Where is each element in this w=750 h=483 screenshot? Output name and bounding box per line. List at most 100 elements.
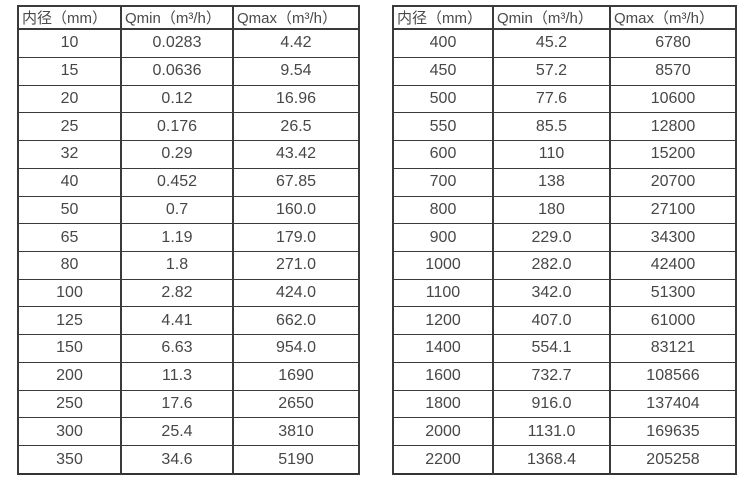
- table-cell: 17.6: [120, 389, 234, 419]
- table-cell: 110: [492, 140, 611, 169]
- table-cell: 0.176: [120, 112, 234, 142]
- table-cell: 4.42: [232, 28, 360, 58]
- table-cell: 300: [17, 417, 122, 446]
- table-cell: 0.29: [120, 140, 234, 169]
- table-cell: 169635: [609, 417, 737, 446]
- table-cell: 10600: [609, 84, 737, 114]
- table-cell: 137404: [609, 389, 737, 419]
- table-row: 10 0.0283 4.42: [17, 28, 360, 58]
- column-header: 内径（mm）: [392, 5, 494, 30]
- table-cell: 2.82: [120, 278, 234, 308]
- table-cell: 282.0: [492, 250, 611, 280]
- table-cell: 27100: [609, 195, 737, 225]
- table-cell: 50: [17, 195, 122, 225]
- table-cell: 25: [17, 112, 122, 142]
- table-cell: 15: [17, 56, 122, 86]
- table-cell: 180: [492, 195, 611, 225]
- table-cell: 34300: [609, 223, 737, 252]
- table-row: 50 0.7 160.0: [17, 195, 360, 225]
- table-cell: 1200: [392, 306, 494, 336]
- table-cell: 424.0: [232, 278, 360, 308]
- table-cell: 138: [492, 167, 611, 197]
- table-cell: 65: [17, 223, 122, 252]
- table-cell: 2000: [392, 417, 494, 446]
- table-cell: 1400: [392, 334, 494, 363]
- column-header: Qmin（m³/h）: [120, 5, 234, 30]
- table-body: 10 0.0283 4.42 15 0.0636 9.54 20 0.12 16.96 25 0.1…: [17, 28, 360, 475]
- table-row: 900 229.0 34300: [392, 223, 737, 252]
- table-cell: 80: [17, 250, 122, 280]
- table-body: 400 45.2 6780 450 57.2 8570 500 77.6 10600 550 85.…: [392, 28, 737, 475]
- table-cell: 1100: [392, 278, 494, 308]
- column-header: Qmax（m³/h）: [232, 5, 360, 30]
- spec-table-large-diameters: 内径（mm） Qmin（m³/h） Qmax（m³/h） 400 45.2 6780 45…: [392, 5, 737, 475]
- spec-table-small-diameters: 内径（mm） Qmin（m³/h） Qmax（m³/h） 10 0.0283 4.42 1…: [17, 5, 360, 475]
- table-cell: 108566: [609, 361, 737, 391]
- table-row: 1200 407.0 61000: [392, 306, 737, 336]
- table-cell: 5190: [232, 445, 360, 475]
- table-row: 65 1.19 179.0: [17, 223, 360, 252]
- table-row: 100 2.82 424.0: [17, 278, 360, 308]
- table-cell: 500: [392, 84, 494, 114]
- table-cell: 125: [17, 306, 122, 336]
- table-cell: 6780: [609, 28, 737, 58]
- table-cell: 916.0: [492, 389, 611, 419]
- table-row: 300 25.4 3810: [17, 417, 360, 446]
- table-cell: 250: [17, 389, 122, 419]
- table-cell: 0.452: [120, 167, 234, 197]
- table-row: 150 6.63 954.0: [17, 334, 360, 363]
- table-cell: 271.0: [232, 250, 360, 280]
- table-cell: 662.0: [232, 306, 360, 336]
- table-cell: 554.1: [492, 334, 611, 363]
- table-row: 1000 282.0 42400: [392, 250, 737, 280]
- table-cell: 229.0: [492, 223, 611, 252]
- table-cell: 67.85: [232, 167, 360, 197]
- table-cell: 700: [392, 167, 494, 197]
- table-cell: 8570: [609, 56, 737, 86]
- table-cell: 954.0: [232, 334, 360, 363]
- table-cell: 160.0: [232, 195, 360, 225]
- table-cell: 400: [392, 28, 494, 58]
- table-cell: 150: [17, 334, 122, 363]
- table-cell: 1690: [232, 361, 360, 391]
- table-cell: 179.0: [232, 223, 360, 252]
- table-row: 550 85.5 12800: [392, 112, 737, 142]
- table-cell: 77.6: [492, 84, 611, 114]
- table-cell: 2200: [392, 445, 494, 475]
- column-header: Qmin（m³/h）: [492, 5, 611, 30]
- column-header: 内径（mm）: [17, 5, 122, 30]
- table-cell: 10: [17, 28, 122, 58]
- table-row: 400 45.2 6780: [392, 28, 737, 58]
- table-header-row: 内径（mm） Qmin（m³/h） Qmax（m³/h）: [392, 5, 737, 30]
- table-cell: 32: [17, 140, 122, 169]
- table-row: 1800 916.0 137404: [392, 389, 737, 419]
- table-cell: 25.4: [120, 417, 234, 446]
- table-row: 2000 1131.0 169635: [392, 417, 737, 446]
- table-cell: 0.0636: [120, 56, 234, 86]
- table-cell: 205258: [609, 445, 737, 475]
- table-cell: 45.2: [492, 28, 611, 58]
- table-row: 250 17.6 2650: [17, 389, 360, 419]
- table-cell: 0.12: [120, 84, 234, 114]
- table-cell: 350: [17, 445, 122, 475]
- table-cell: 100: [17, 278, 122, 308]
- table-cell: 20700: [609, 167, 737, 197]
- table-cell: 0.0283: [120, 28, 234, 58]
- table-cell: 83121: [609, 334, 737, 363]
- table-cell: 732.7: [492, 361, 611, 391]
- table-cell: 342.0: [492, 278, 611, 308]
- table-cell: 9.54: [232, 56, 360, 86]
- table-row: 1100 342.0 51300: [392, 278, 737, 308]
- table-cell: 0.7: [120, 195, 234, 225]
- table-header-row: 内径（mm） Qmin（m³/h） Qmax（m³/h）: [17, 5, 360, 30]
- table-cell: 1.8: [120, 250, 234, 280]
- table-cell: 16.96: [232, 84, 360, 114]
- table-row: 15 0.0636 9.54: [17, 56, 360, 86]
- column-header: Qmax（m³/h）: [609, 5, 737, 30]
- table-row: 40 0.452 67.85: [17, 167, 360, 197]
- table-row: 700 138 20700: [392, 167, 737, 197]
- table-cell: 61000: [609, 306, 737, 336]
- table-cell: 11.3: [120, 361, 234, 391]
- table-row: 80 1.8 271.0: [17, 250, 360, 280]
